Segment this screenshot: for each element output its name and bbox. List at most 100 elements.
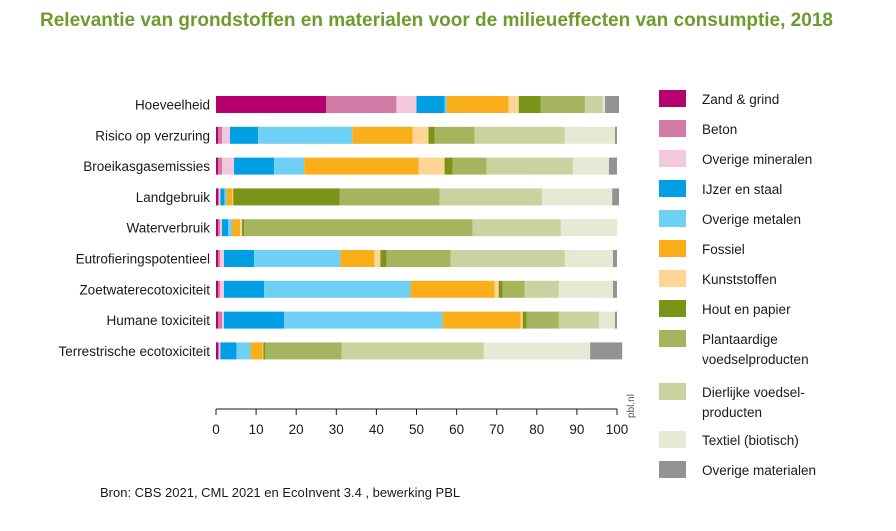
bar-segment [250,342,263,360]
bar-segment [222,126,231,144]
bar-segment [220,219,223,237]
bar-segment [220,188,225,206]
bar-segment [222,157,235,175]
legend-swatch [659,383,686,400]
bar-segment [444,96,447,113]
bar-segment [452,157,487,175]
category-label: Zoetwaterecotoxiciteit [79,282,210,297]
bar-segment [264,280,411,298]
bar-segment [263,342,266,360]
bar-segment [216,219,219,237]
x-tick-label: 60 [449,422,464,437]
bar-segment [428,126,435,144]
bar-segment [418,157,445,175]
x-tick-label: 90 [569,422,584,437]
bar-segment [508,96,519,113]
bar-segment [224,280,265,298]
bar-segment [614,126,617,144]
bar-segment [598,311,615,329]
legend-swatch [659,240,686,257]
bar-segment [222,219,229,237]
bar-segment [410,280,495,298]
category-label: Eutrofieringspotentieel [76,252,210,267]
bar-segment [219,342,221,360]
bar-segment [218,188,220,206]
legend-swatch [659,180,686,197]
bar-segment [216,250,219,267]
bar-segment [526,311,559,329]
bar-segment [216,188,219,206]
bar-segment [222,311,225,329]
bar-segment [352,126,413,144]
bar-segment [218,126,223,144]
legend-label: Plantaardige [702,332,778,347]
legend-swatch [659,150,686,167]
bar-segment [474,126,565,144]
legend-swatch [659,461,686,478]
bar-segment [224,311,285,329]
bar-segment [612,250,617,267]
bar-segment [572,157,609,175]
bar-segment [234,157,275,175]
bar-segment [522,311,527,329]
bar-segment [218,342,220,360]
bar-segment [220,342,237,360]
legend-label: Textiel (biotisch) [702,433,799,448]
x-tick-label: 20 [289,422,304,437]
category-label: Landgebruik [136,190,211,205]
x-tick-label: 10 [249,422,264,437]
bar-segment [219,188,221,206]
bar-segment [442,311,521,329]
bar-segment [226,188,233,206]
bar-segment [220,280,225,298]
bar-segment [228,219,233,237]
category-label: Humane toxiciteit [106,313,210,328]
bar-segment [612,188,620,206]
bar-segment [341,342,484,360]
x-tick-label: 0 [212,422,220,437]
legend: Zand & grind Beton Overige mineralen IJzer … [659,90,816,478]
legend-swatch [659,330,686,347]
bars-group [216,96,623,360]
bar-segment [284,311,443,329]
bar-segment [374,250,381,267]
bar-segment [472,219,561,237]
bar-segment [614,311,617,329]
bar-segment [494,280,499,298]
bar-segment [242,219,245,237]
bar-segment [444,157,453,175]
x-tick-label: 30 [329,422,344,437]
bar-segment [564,126,615,144]
legend-swatch [659,90,686,107]
legend-label: Hout en papier [702,302,791,317]
bar-segment [218,157,223,175]
bar-segment [608,157,617,175]
bar-segment [274,157,305,175]
bar-segment [339,188,440,206]
legend-label: IJzer en staal [702,182,782,197]
legend-label: Overige materialen [702,463,816,478]
bar-segment [218,250,221,267]
x-tick-label: 70 [489,422,504,437]
bar-segment [258,126,353,144]
bar-segment [232,219,241,237]
bar-segment [216,280,219,298]
bar-segment [558,311,599,329]
x-tick-label: 50 [409,422,424,437]
bar-segment [380,250,387,267]
bar-segment [486,157,573,175]
legend-swatch [659,210,686,227]
bar-segment [439,188,543,206]
bar-segment [502,280,525,298]
x-tick-label: 100 [606,422,629,437]
bar-segment [265,342,342,360]
bar-segment [218,219,221,237]
bar-segment [450,250,565,267]
bar-segment [230,126,259,144]
legend-swatch [659,120,686,137]
bar-segment [216,126,219,144]
legend-swatch [659,300,686,317]
bar-segment [564,250,613,267]
bar-segment [216,342,219,360]
bar-segment [326,96,397,113]
